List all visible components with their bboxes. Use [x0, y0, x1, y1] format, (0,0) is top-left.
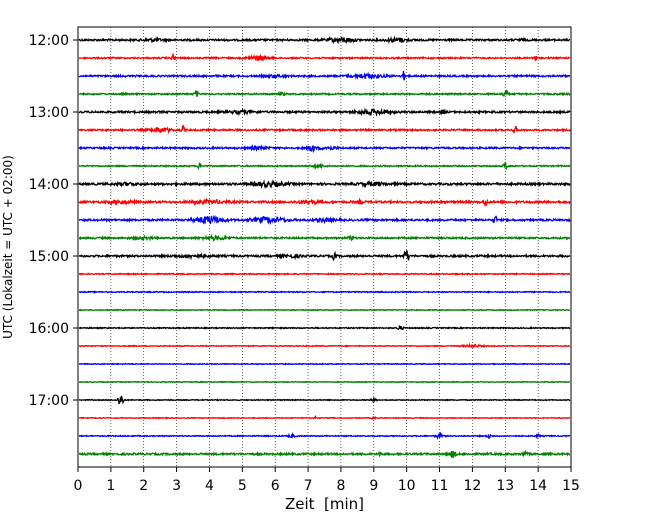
- trace-1245: [78, 89, 571, 97]
- x-tick-label: 14: [529, 478, 547, 494]
- x-tick-label: 11: [431, 478, 449, 494]
- trace-group: [78, 35, 571, 458]
- x-tick-label: 0: [74, 478, 83, 494]
- trace-1315: [78, 124, 571, 134]
- trace-1530: [78, 290, 571, 294]
- trace-1615: [78, 342, 571, 349]
- x-tick-label: 12: [463, 478, 481, 494]
- trace-1545: [78, 308, 571, 312]
- trace-1300: [78, 107, 571, 117]
- y-tick-label: 15:00: [29, 249, 69, 265]
- plot-frame: [77, 26, 572, 468]
- trace-1730: [78, 431, 571, 441]
- y-axis: 12:00 13:00 14:00 15:00 16:00 17:00: [29, 33, 78, 409]
- trace-1330: [78, 143, 571, 154]
- y-tick-label: 14:00: [29, 177, 69, 193]
- trace-1630: [78, 362, 571, 366]
- trace-1230: [78, 70, 571, 81]
- x-axis-label: Zeit [min]: [285, 495, 364, 513]
- x-tick-label: 15: [562, 478, 580, 494]
- trace-1345: [78, 162, 571, 171]
- trace-1400: [78, 179, 571, 190]
- trace-1700: [78, 395, 571, 405]
- trace-1645: [78, 380, 571, 384]
- trace-1430: [78, 214, 571, 226]
- x-tick-label: 3: [172, 478, 181, 494]
- x-tick-label: 10: [398, 478, 416, 494]
- x-tick-label: 7: [304, 478, 313, 494]
- x-tick-label: 1: [106, 478, 115, 494]
- x-tick-label: 2: [139, 478, 148, 494]
- x-tick-label: 6: [271, 478, 280, 494]
- y-tick-label: 12:00: [29, 33, 69, 49]
- trace-1600: [78, 325, 571, 331]
- x-tick-label: 9: [369, 478, 378, 494]
- y-tick-label: 17:00: [29, 393, 69, 409]
- x-tick-label: 13: [496, 478, 514, 494]
- trace-1200: [78, 35, 571, 45]
- vertical-grid: [110, 27, 539, 467]
- x-axis: 0 1 2 3 4 5 6 7 8 9 10 11 12 13 14 15: [74, 467, 580, 494]
- x-tick-label: 4: [205, 478, 214, 494]
- x-tick-label: 8: [336, 478, 345, 494]
- y-tick-label: 16:00: [29, 321, 69, 337]
- y-axis-label: UTC (Lokalzeit = UTC + 02:00): [1, 155, 15, 339]
- trace-1715: [78, 414, 571, 421]
- trace-1745: [78, 449, 571, 458]
- trace-1445: [78, 233, 571, 243]
- trace-1500: [78, 250, 571, 262]
- trace-1215: [78, 53, 571, 62]
- trace-1415: [78, 197, 571, 208]
- trace-1515: [78, 272, 571, 276]
- x-tick-label: 5: [238, 478, 247, 494]
- y-tick-label: 13:00: [29, 105, 69, 121]
